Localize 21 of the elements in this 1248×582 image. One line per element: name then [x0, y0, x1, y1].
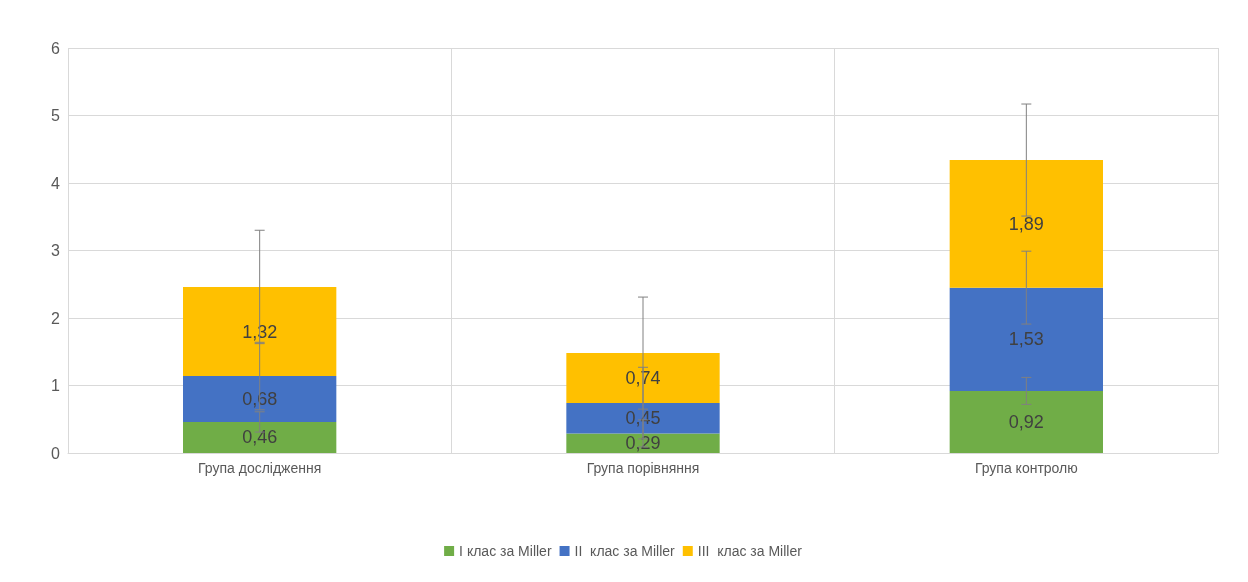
data-label: 0,29 [625, 433, 661, 454]
y-tick-label: 4 [51, 174, 61, 192]
data-label: 1,53 [1008, 329, 1044, 350]
data-label: 0,68 [242, 389, 278, 409]
y-tick-label: 5 [51, 107, 61, 124]
x-tick-label: Група порівняння [586, 460, 700, 476]
data-label: 0,45 [625, 408, 661, 429]
y-tick-label: 3 [51, 242, 61, 259]
data-label: 0,92 [1008, 411, 1044, 432]
legend-label: III клас за Miller [697, 543, 803, 559]
data-label: 1,89 [1008, 213, 1044, 234]
y-tick-label: 2 [51, 309, 61, 327]
y-tick-label: 1 [51, 377, 61, 394]
x-tick-label: Група дослідження [198, 460, 322, 476]
data-label: 0,46 [242, 427, 278, 448]
x-tick-label: Група контролю [974, 460, 1078, 476]
y-tick-label: 6 [51, 39, 61, 57]
legend-label: II клас за Miller [574, 543, 676, 559]
legend-label: I клас за Miller [459, 543, 552, 559]
y-tick-label: 0 [51, 444, 61, 462]
data-label: 0,74 [625, 368, 661, 389]
